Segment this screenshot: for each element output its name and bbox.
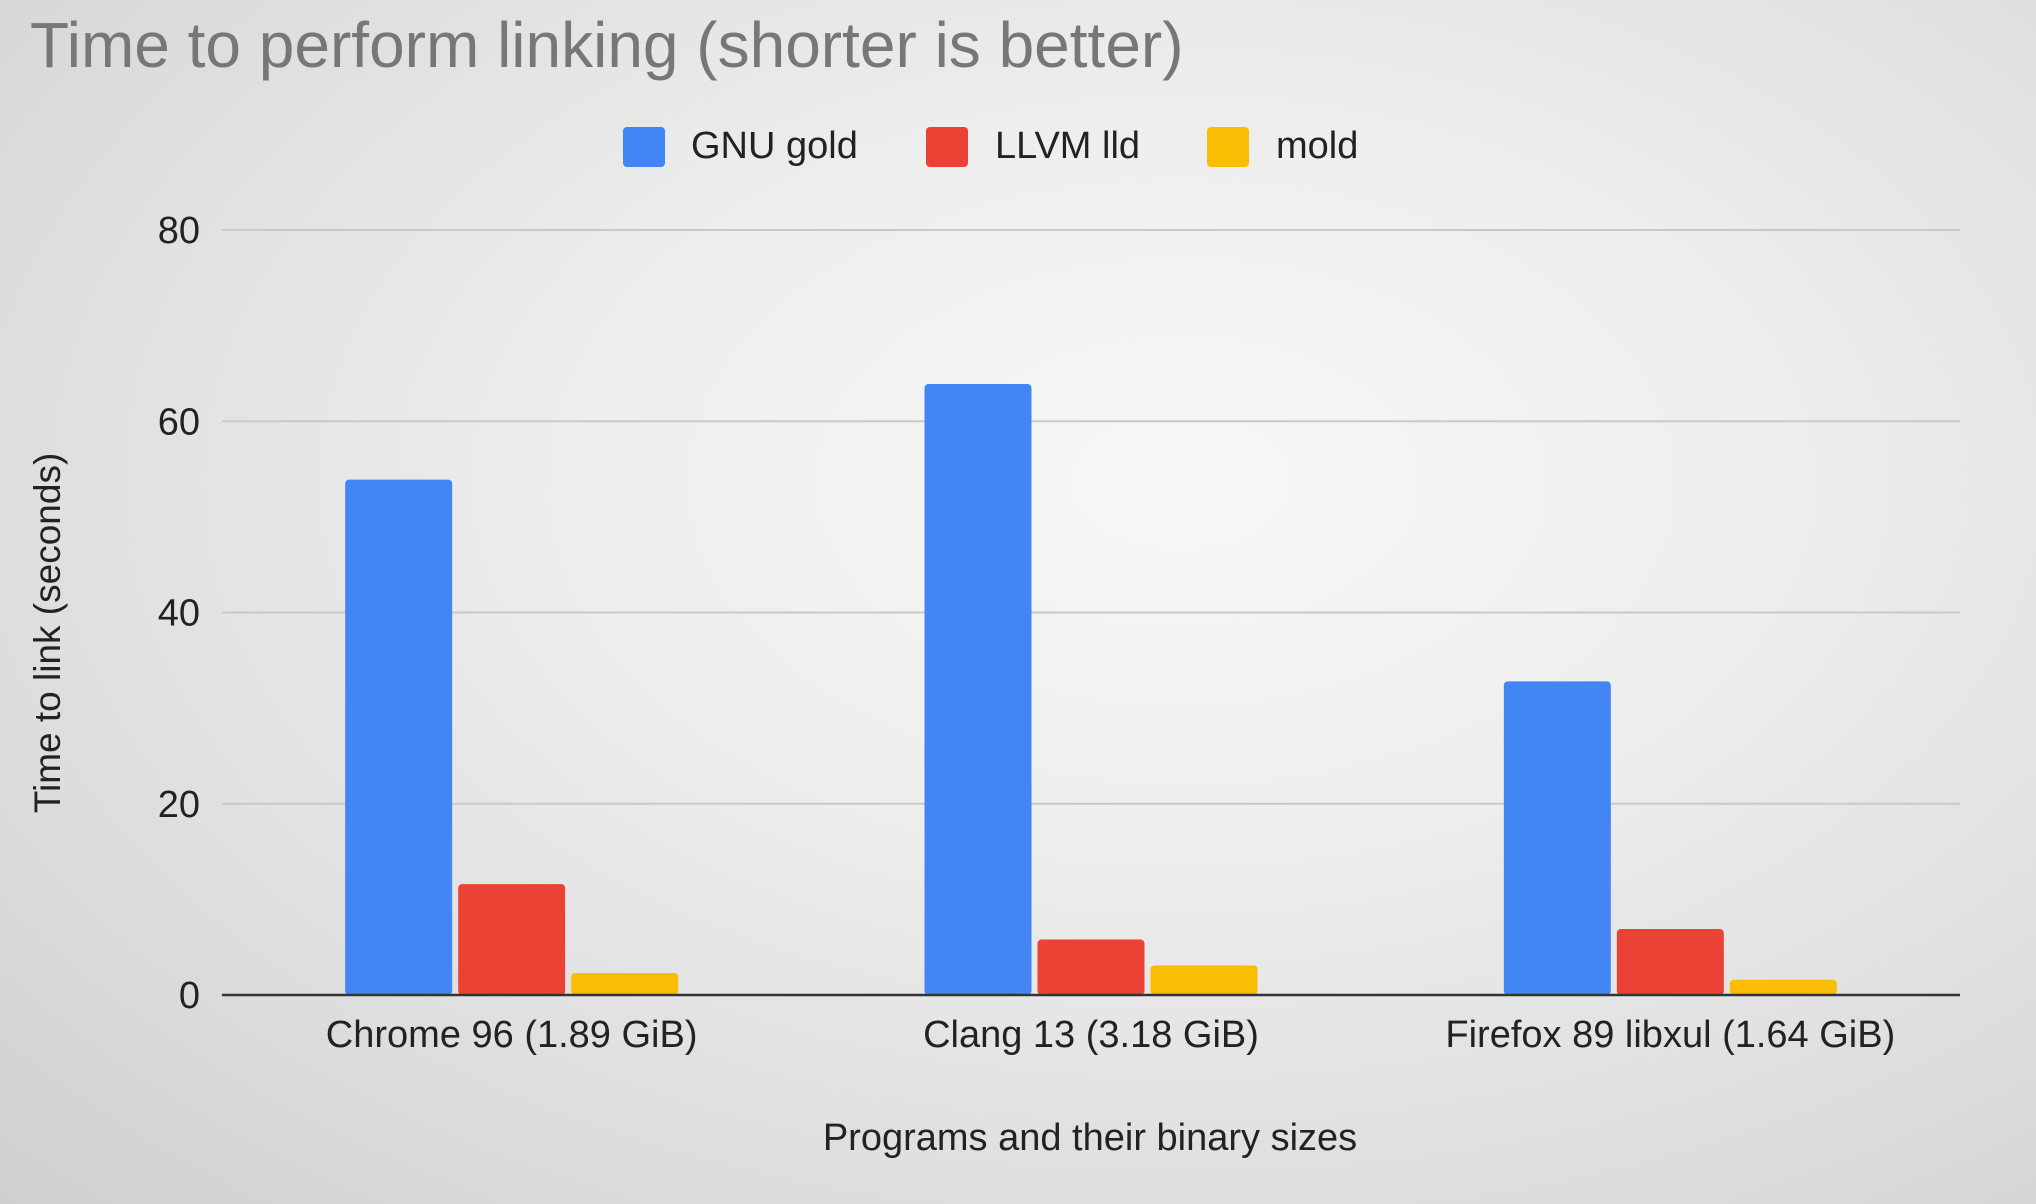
legend-swatch-llvm-lld [926, 127, 968, 167]
x-axis-title: Programs and their binary sizes [823, 1117, 1357, 1159]
bar-llvm-lld-chrome-96-1-89-gib [458, 884, 566, 995]
bar-mold-clang-13-3-18-gib [1150, 965, 1258, 995]
legend-label-mold: mold [1276, 125, 1358, 167]
bar-gnu-gold-clang-13-3-18-gib [924, 383, 1032, 995]
legend-item-gnu-gold: GNU gold [623, 125, 858, 167]
bar-gnu-gold-chrome-96-1-89-gib [345, 479, 453, 995]
legend-item-mold: mold [1207, 125, 1358, 167]
chart-title: Time to perform linking (shorter is bett… [30, 9, 1184, 81]
bar-gnu-gold-firefox-89-libxul-1-64-gib [1503, 681, 1611, 995]
bar-mold-chrome-96-1-89-gib [571, 973, 679, 995]
y-tick-label-40: 40 [158, 593, 200, 635]
y-tick-label-60: 60 [158, 401, 200, 443]
y-axis-title: Time to link (seconds) [27, 453, 68, 814]
x-tick-label-clang-13-3-18-gib: Clang 13 (3.18 GiB) [923, 1014, 1259, 1056]
y-tick-label-20: 20 [158, 784, 200, 826]
bar-mold-firefox-89-libxul-1-64-gib [1729, 979, 1837, 995]
legend-item-llvm-lld: LLVM lld [926, 125, 1140, 167]
y-tick-label-0: 0 [179, 975, 200, 1017]
plot-area: 0 20 40 60 80 Chrome 96 (1.89 GiB) Clang 13 (3… [158, 210, 1960, 1056]
x-tick-label-firefox-89-libxul-1-64-gib: Firefox 89 libxul (1.64 GiB) [1445, 1014, 1895, 1056]
y-tick-label-80: 80 [158, 210, 200, 252]
bar-llvm-lld-clang-13-3-18-gib [1037, 939, 1145, 995]
legend-label-gnu-gold: GNU gold [691, 125, 858, 167]
legend-label-llvm-lld: LLVM lld [995, 125, 1140, 167]
x-tick-label-chrome-96-1-89-gib: Chrome 96 (1.89 GiB) [326, 1014, 698, 1056]
legend-swatch-mold [1207, 127, 1249, 167]
legend-swatch-gnu-gold [623, 127, 665, 167]
legend: GNU gold LLVM lld mold [623, 125, 1358, 167]
bar-llvm-lld-firefox-89-libxul-1-64-gib [1616, 929, 1724, 995]
